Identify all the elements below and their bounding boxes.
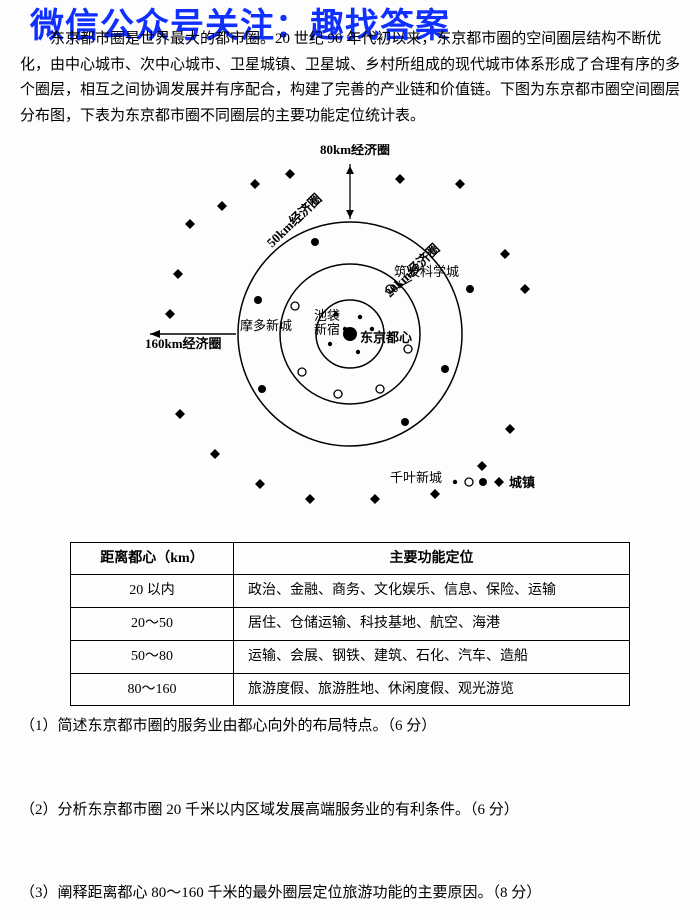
- svg-text:千叶新城: 千叶新城: [390, 470, 442, 485]
- svg-text:摩多新城: 摩多新城: [240, 318, 292, 333]
- function-table: 距离都心（km） 主要功能定位 20 以内 政治、金融、商务、文化娱乐、信息、保…: [70, 542, 630, 707]
- svg-text:筑波科学城: 筑波科学城: [394, 264, 459, 279]
- table-row: 20 以内 政治、金融、商务、文化娱乐、信息、保险、运输: [71, 575, 630, 608]
- ring-diagram: 80km经济圈50km经济圈20km经济圈160km经济圈东京都心筑波科学城摩多…: [20, 144, 680, 534]
- table-cell-func: 居住、仓储运输、科技基地、航空、海港: [234, 608, 630, 641]
- table-head-function: 主要功能定位: [234, 542, 630, 575]
- table-cell-dist: 50～80: [71, 640, 234, 673]
- table-cell-dist: 80～160: [71, 673, 234, 706]
- svg-text:160km经济圈: 160km经济圈: [145, 336, 222, 351]
- intro-paragraph: 东京都市圈是世界最大的都市圈。20 世纪 90 年代初以来，东京都市圈的空间圈层…: [20, 27, 680, 129]
- table-row: 50～80 运输、会展、钢铁、建筑、石化、汽车、造船: [71, 640, 630, 673]
- question-3: （3）阐释距离都心 80～160 千米的最外圈层定位旅游功能的主要原因。（8 分…: [20, 881, 680, 907]
- question-1: （1）简述东京都市圈的服务业由都心向外的布局特点。（6 分）: [20, 714, 680, 740]
- svg-text:80km经济圈: 80km经济圈: [320, 144, 390, 157]
- table-cell-func: 政治、金融、商务、文化娱乐、信息、保险、运输: [234, 575, 630, 608]
- svg-text:东京都心: 东京都心: [360, 330, 412, 345]
- question-2: （2）分析东京都市圈 20 千米以内区域发展高端服务业的有利条件。（6 分）: [20, 798, 680, 824]
- svg-text:新宿: 新宿: [314, 322, 340, 337]
- table-cell-dist: 20 以内: [71, 575, 234, 608]
- table-row: 20～50 居住、仓储运输、科技基地、航空、海港: [71, 608, 630, 641]
- table-head-distance: 距离都心（km）: [71, 542, 234, 575]
- table-row: 80～160 旅游度假、旅游胜地、休闲度假、观光游览: [71, 673, 630, 706]
- table-cell-func: 运输、会展、钢铁、建筑、石化、汽车、造船: [234, 640, 630, 673]
- table-cell-func: 旅游度假、旅游胜地、休闲度假、观光游览: [234, 673, 630, 706]
- svg-text:城镇: 城镇: [509, 475, 535, 490]
- table-cell-dist: 20～50: [71, 608, 234, 641]
- svg-text:池袋: 池袋: [314, 308, 340, 323]
